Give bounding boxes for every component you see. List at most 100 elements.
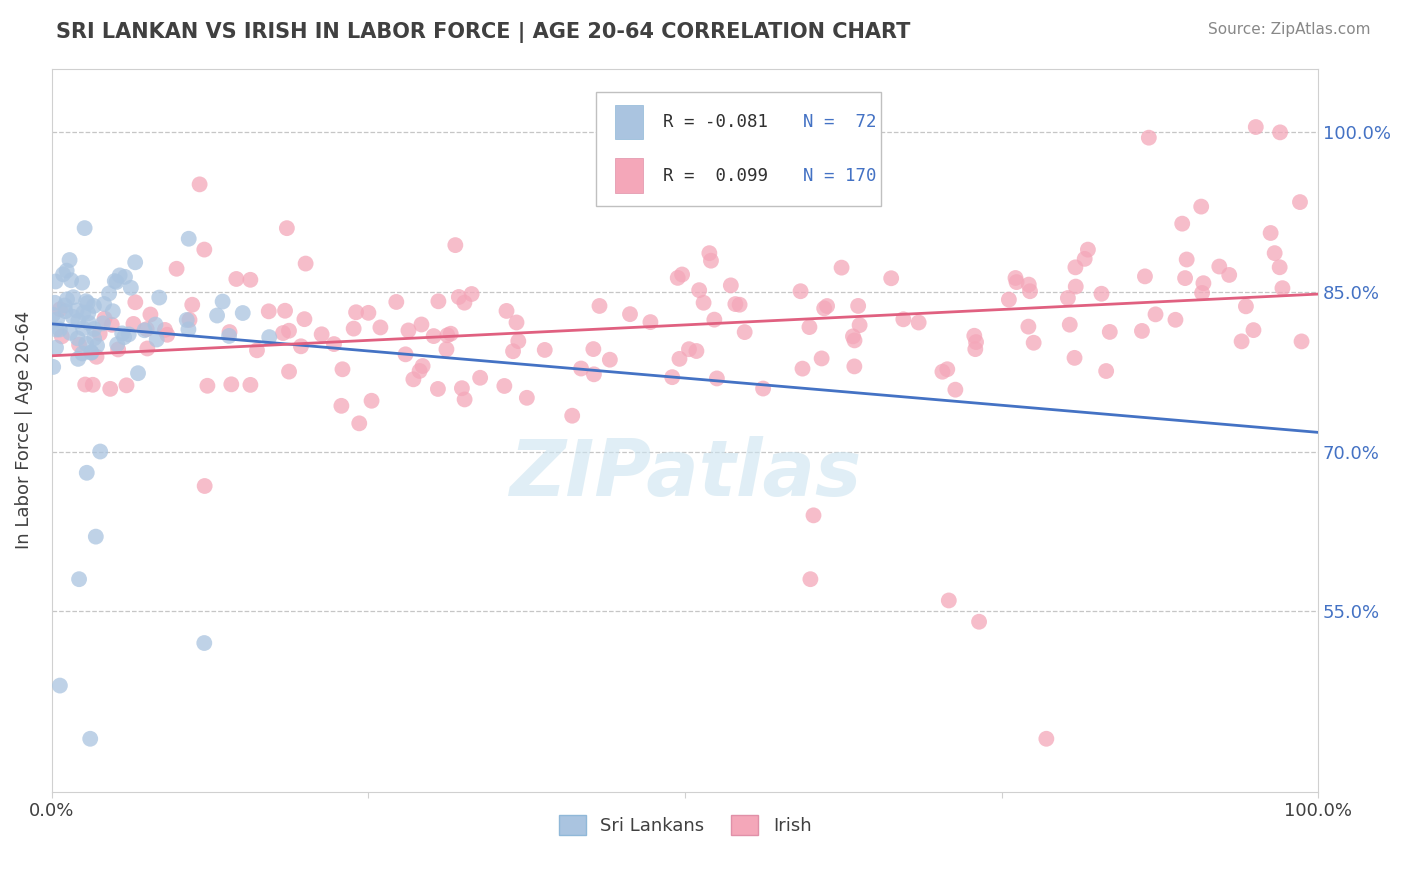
Point xyxy=(122,317,145,331)
Point xyxy=(427,294,450,309)
Point xyxy=(60,273,83,287)
Point xyxy=(239,273,262,287)
Point xyxy=(246,343,269,358)
Point xyxy=(1271,281,1294,295)
Point xyxy=(1035,731,1057,746)
Point xyxy=(330,399,353,413)
Point xyxy=(188,178,211,192)
Point xyxy=(67,351,90,366)
Point xyxy=(332,362,354,376)
Point xyxy=(728,298,751,312)
Point xyxy=(1189,200,1212,214)
Point xyxy=(1164,313,1187,327)
Point xyxy=(792,361,814,376)
Point xyxy=(891,312,914,326)
Point xyxy=(77,306,100,320)
Point xyxy=(451,381,474,395)
Point xyxy=(453,295,475,310)
Point xyxy=(1264,246,1286,260)
Point xyxy=(290,339,312,353)
Point xyxy=(495,304,517,318)
Point xyxy=(516,391,538,405)
Point xyxy=(45,322,67,336)
Point xyxy=(411,318,433,332)
Point xyxy=(105,275,128,289)
Point xyxy=(274,303,297,318)
Point xyxy=(447,290,470,304)
Point xyxy=(1289,195,1312,210)
Point xyxy=(1243,323,1265,337)
Point xyxy=(67,314,90,328)
Point xyxy=(139,308,162,322)
Point xyxy=(193,636,215,650)
Point xyxy=(218,325,240,339)
Point xyxy=(678,342,700,356)
Point xyxy=(1175,252,1198,267)
Point xyxy=(842,329,865,343)
Point xyxy=(1005,275,1028,289)
Point xyxy=(75,294,97,309)
Point xyxy=(72,321,94,335)
Point xyxy=(815,299,838,313)
Point xyxy=(1063,351,1085,365)
Point xyxy=(671,268,693,282)
Point xyxy=(294,312,316,326)
Point xyxy=(943,383,966,397)
Point xyxy=(1218,268,1240,282)
Point xyxy=(257,304,280,318)
Text: R = -0.081: R = -0.081 xyxy=(664,113,769,131)
Point xyxy=(1174,271,1197,285)
Point xyxy=(86,350,108,364)
Point xyxy=(494,379,516,393)
Point xyxy=(98,286,121,301)
Point xyxy=(89,326,111,341)
Point xyxy=(83,331,105,345)
Point xyxy=(752,382,775,396)
Point xyxy=(101,318,124,332)
Point xyxy=(813,301,835,316)
Point xyxy=(218,329,240,343)
Point xyxy=(136,342,159,356)
Point xyxy=(508,334,530,348)
Point xyxy=(104,274,127,288)
Point xyxy=(810,351,832,366)
Point xyxy=(412,359,434,373)
Point xyxy=(931,365,953,379)
Point xyxy=(194,479,217,493)
Point xyxy=(72,346,94,360)
Point xyxy=(703,312,725,326)
Point xyxy=(661,370,683,384)
Point xyxy=(1059,318,1081,332)
Point xyxy=(80,345,103,359)
Point xyxy=(148,291,170,305)
Point xyxy=(166,261,188,276)
Point xyxy=(181,298,204,312)
Point xyxy=(239,377,262,392)
Point xyxy=(1137,130,1160,145)
Point xyxy=(385,295,408,310)
Point xyxy=(422,329,444,343)
Point xyxy=(436,343,458,357)
Point xyxy=(76,466,98,480)
Point xyxy=(46,312,69,326)
Point xyxy=(619,307,641,321)
Point xyxy=(692,295,714,310)
Point xyxy=(232,306,254,320)
Point xyxy=(468,371,491,385)
Point xyxy=(453,392,475,407)
Point xyxy=(1244,120,1267,134)
Point xyxy=(93,311,115,326)
Point xyxy=(45,275,67,289)
Point xyxy=(124,295,146,310)
Point xyxy=(278,365,301,379)
Point xyxy=(436,328,458,343)
Y-axis label: In Labor Force | Age 20-64: In Labor Force | Age 20-64 xyxy=(15,311,32,549)
Point xyxy=(111,326,134,341)
Point xyxy=(533,343,555,357)
Point xyxy=(1191,285,1213,300)
Point xyxy=(257,330,280,344)
Point xyxy=(145,318,167,332)
Point xyxy=(998,293,1021,307)
Point xyxy=(53,298,76,312)
Point xyxy=(101,304,124,318)
